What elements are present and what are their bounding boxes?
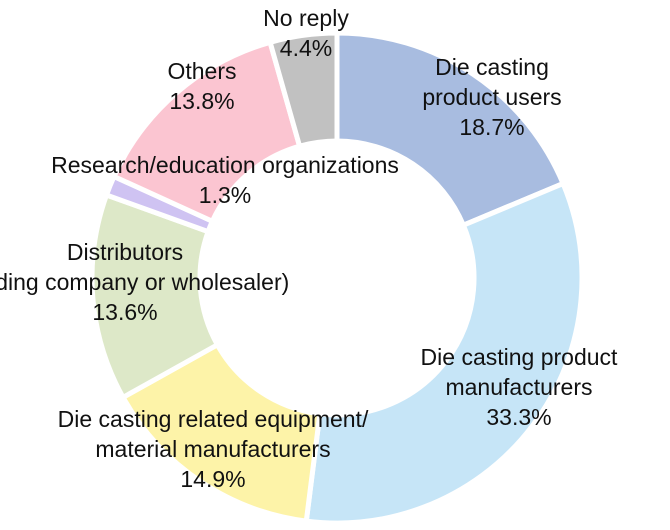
slice-label-line-5-0: Others: [167, 58, 236, 84]
slice-label-2: Die casting related equipment/material m…: [58, 406, 369, 492]
slice-value-0: 18.7%: [459, 114, 524, 140]
slice-label-line-1-1: manufacturers: [445, 374, 592, 400]
slice-value-4: 1.3%: [199, 182, 251, 208]
slice-label-line-4-0: Research/education organizations: [51, 152, 399, 178]
slice-label-5: Others 13.8%: [167, 58, 236, 114]
slice-label-line-2-0: Die casting related equipment/: [58, 406, 369, 432]
slice-value-5: 13.8%: [169, 88, 234, 114]
slice-label-line-0-0: Die casting: [435, 54, 549, 80]
slice-6: [267, 30, 340, 150]
slice-label-line-1-0: Die casting product: [421, 344, 618, 370]
slice-value-1: 33.3%: [486, 404, 551, 430]
slice-label-6: No reply 4.4%: [263, 5, 349, 61]
slice-0: [334, 30, 567, 229]
slice-label-4: Research/education organizations 1.3%: [51, 152, 399, 208]
slice-value-6: 4.4%: [280, 35, 332, 61]
slice-label-line-0-1: product users: [422, 84, 561, 110]
slice-1: [303, 180, 585, 526]
slice-value-2: 14.9%: [180, 466, 245, 492]
slice-label-line-6-0: No reply: [263, 5, 349, 31]
slice-label-1: Die casting product manufacturers 33.3%: [421, 344, 618, 430]
slice-label-line-3-1: (trading company or wholesaler): [0, 269, 289, 295]
slice-label-3: Distributors (trading company or wholesal…: [0, 239, 289, 325]
slice-label-0: Die casting product users 18.7%: [422, 54, 561, 140]
slice-label-line-2-1: material manufacturers: [95, 436, 330, 462]
slice-value-3: 13.6%: [92, 299, 157, 325]
slice-label-line-3-0: Distributors: [67, 239, 183, 265]
